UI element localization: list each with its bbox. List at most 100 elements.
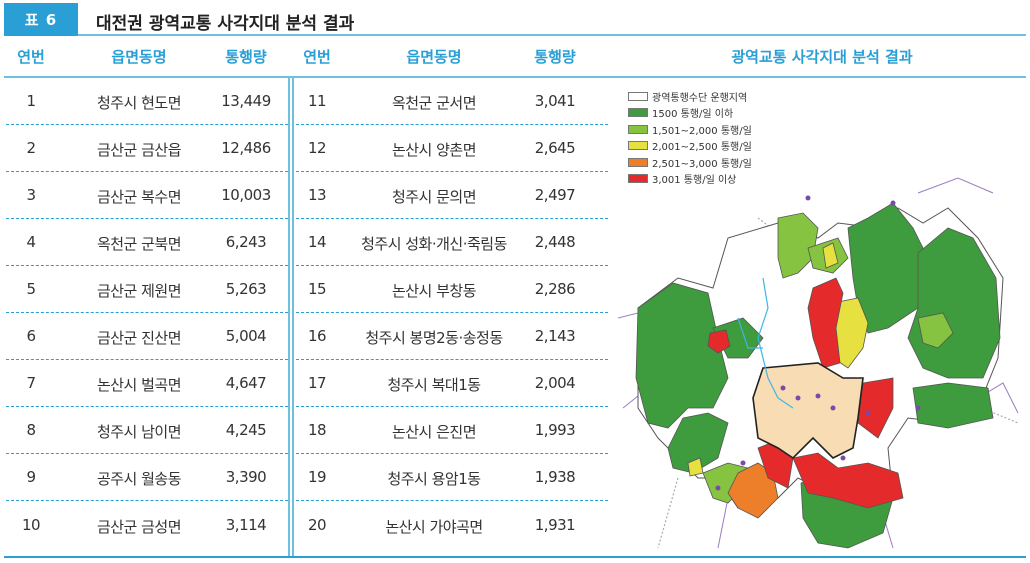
row-volume: 1,931: [534, 516, 576, 534]
river-lines: [737, 277, 794, 409]
table-number-badge: 표 6: [4, 3, 78, 36]
row-separator: [6, 218, 288, 219]
header-name-right: 읍면동명: [406, 48, 462, 66]
row-no: 2: [26, 139, 36, 157]
legend-item: 1500 통행/일 이하: [628, 105, 752, 122]
row-volume: 6,243: [225, 233, 267, 251]
row-name: 금산군 금산읍: [96, 141, 182, 159]
row-separator: [296, 406, 608, 407]
header-volume-right: 통행량: [534, 48, 576, 66]
table-row: 2 금산군 금산읍 12,486 12 논산시 양촌면 2,645: [4, 125, 618, 172]
legend-swatch-dark-green-icon: [628, 108, 648, 118]
row-name: 논산시 벌곡면: [96, 376, 182, 394]
row-separator: [296, 312, 608, 313]
legend-item: 2,501~3,000 통행/일: [628, 154, 752, 171]
station-markers: [715, 195, 921, 491]
region-core-city: [752, 362, 864, 460]
row-volume: 2,645: [534, 139, 576, 157]
row-volume: 2,286: [534, 280, 576, 298]
map-title: 광역교통 사각지대 분석 결과: [618, 36, 1026, 78]
legend-item: 3,001 통행/일 이상: [628, 171, 752, 188]
row-volume: 5,263: [225, 280, 267, 298]
header-volume-left: 통행량: [225, 48, 267, 66]
row-no: 15: [307, 280, 327, 298]
row-separator: [296, 218, 608, 219]
row-separator: [6, 312, 288, 313]
row-no: 3: [26, 186, 36, 204]
row-name: 청주시 성화·개신·죽림동: [361, 235, 507, 253]
row-no: 16: [307, 327, 327, 345]
row-name: 공주시 월송동: [96, 470, 182, 488]
legend-swatch-white-icon: [628, 91, 648, 101]
row-no: 12: [307, 139, 327, 157]
row-volume: 3,041: [534, 92, 576, 110]
legend-item: 광역통행수단 운행지역: [628, 88, 752, 105]
row-name: 금산군 제원면: [96, 282, 182, 300]
row-separator: [6, 406, 288, 407]
table-row: 7 논산시 벌곡면 4,647 17 청주시 복대1동 2,004: [4, 360, 618, 407]
row-no: 10: [21, 516, 41, 534]
row-volume: 10,003: [221, 186, 271, 204]
row-separator: [296, 359, 608, 360]
row-volume: 1,938: [534, 468, 576, 486]
table-bottom-rule: [4, 556, 1026, 558]
row-no: 14: [307, 233, 327, 251]
map-legend: 광역통행수단 운행지역 1500 통행/일 이하 1,501~2,000 통행/…: [628, 88, 752, 187]
row-separator: [6, 171, 288, 172]
row-volume: 2,497: [534, 186, 576, 204]
row-separator: [296, 171, 608, 172]
region-light-green: [702, 212, 954, 504]
table-row: 3 금산군 복수면 10,003 13 청주시 문의면 2,497: [4, 172, 618, 219]
row-no: 11: [307, 92, 327, 110]
legend-swatch-yellow-icon: [628, 141, 648, 151]
row-name: 청주시 현도면: [96, 94, 182, 112]
table-header-row: 연번 읍면동명 통행량 연번 읍면동명 통행량: [4, 36, 618, 78]
header-no-right: 연번: [303, 48, 331, 66]
table-row: 6 금산군 진산면 5,004 16 청주시 봉명2동·송정동 2,143: [4, 313, 618, 360]
table-row: 9 공주시 월송동 3,390 19 청주시 용암1동 1,938: [4, 454, 618, 501]
row-volume: 5,004: [225, 327, 267, 345]
legend-swatch-orange-icon: [628, 157, 648, 167]
row-no: 19: [307, 468, 327, 486]
table-row: 5 금산군 제원면 5,263 15 논산시 부창동 2,286: [4, 266, 618, 313]
row-name: 옥천군 군북면: [96, 235, 182, 253]
row-name: 청주시 봉명2동·송정동: [365, 329, 503, 347]
row-separator: [296, 500, 608, 501]
row-name: 청주시 남이면: [96, 423, 182, 441]
row-volume: 4,245: [225, 421, 267, 439]
row-no: 7: [26, 374, 36, 392]
row-no: 20: [307, 516, 327, 534]
row-no: 8: [26, 421, 36, 439]
legend-swatch-light-green-icon: [628, 124, 648, 134]
row-no: 18: [307, 421, 327, 439]
region-orange: [727, 462, 779, 519]
row-name: 논산시 양촌면: [391, 141, 477, 159]
row-volume: 4,647: [225, 374, 267, 392]
row-separator: [296, 124, 608, 125]
row-volume: 1,993: [534, 421, 576, 439]
legend-label: 3,001 통행/일 이상: [652, 175, 737, 187]
row-no: 13: [307, 186, 327, 204]
legend-label: 1500 통행/일 이하: [652, 109, 734, 121]
row-no: 6: [26, 327, 36, 345]
legend-item: 2,001~2,500 통행/일: [628, 138, 752, 155]
header-no-left: 연번: [17, 48, 45, 66]
legend-label: 1,501~2,000 통행/일: [652, 125, 752, 137]
legend-label: 2,001~2,500 통행/일: [652, 142, 752, 154]
row-volume: 2,143: [534, 327, 576, 345]
region-red: [707, 277, 904, 509]
ranking-table: 연번 읍면동명 통행량 연번 읍면동명 통행량 1 청주시 현도면 13,449…: [4, 36, 618, 558]
map-panel: 광역교통 사각지대 분석 결과: [618, 36, 1026, 556]
row-name: 금산군 금성면: [96, 518, 182, 536]
row-separator: [6, 500, 288, 501]
row-volume: 13,449: [221, 92, 271, 110]
table-row: 10 금산군 금성면 3,114 20 논산시 가야곡면 1,931: [4, 502, 618, 549]
row-separator: [6, 265, 288, 266]
table-row: 8 청주시 남이면 4,245 18 논산시 은진면 1,993: [4, 407, 618, 454]
row-no: 1: [26, 92, 36, 110]
row-name: 금산군 진산면: [96, 329, 182, 347]
choropleth-map: [618, 177, 1019, 549]
row-volume: 3,390: [225, 468, 267, 486]
legend-swatch-red-icon: [628, 174, 648, 184]
row-name: 청주시 문의면: [391, 188, 477, 206]
